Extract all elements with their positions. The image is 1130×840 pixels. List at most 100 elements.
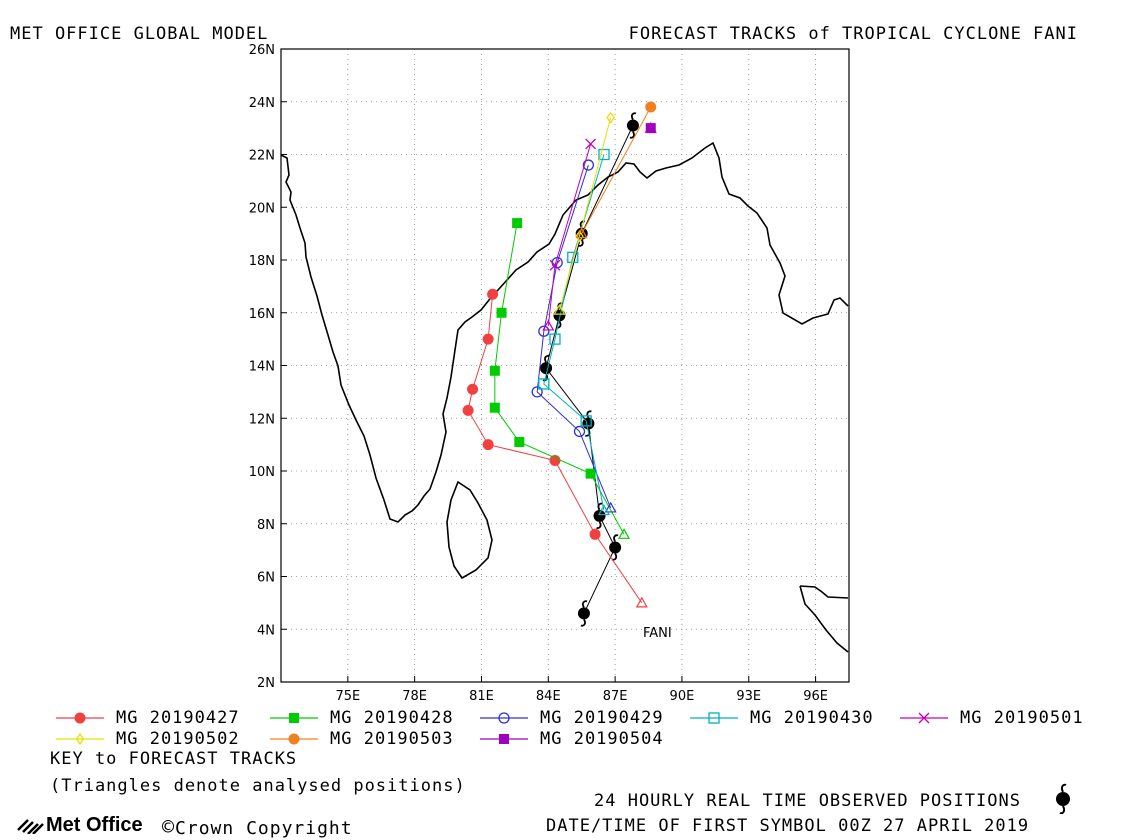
met-office-logo-icon — [17, 819, 44, 835]
forecast-tracks — [462, 101, 657, 608]
legend-swatch — [900, 712, 948, 724]
lon-tick-label: 75E — [335, 689, 360, 704]
header-model-title: MET OFFICE GLOBAL MODEL — [10, 24, 269, 44]
lat-tick-label: 26N — [249, 43, 275, 58]
legend-swatch — [270, 713, 318, 723]
lat-tick-label: 18N — [249, 254, 275, 269]
met-office-logo: Met Office — [16, 814, 143, 837]
observed-cyclone-symbol — [609, 534, 622, 561]
track-point-marker — [585, 468, 596, 479]
lat-tick-label: 24N — [249, 96, 275, 111]
forecast-track — [531, 159, 617, 513]
track-point-marker — [580, 415, 592, 427]
legend-swatch — [690, 712, 738, 724]
analysed-position-triangle — [542, 319, 555, 331]
forecast-track-line — [558, 117, 612, 311]
lat-tick-label: 14N — [249, 360, 275, 375]
header-forecast-title: FORECAST TRACKS of TROPICAL CYCLONE FANI — [628, 24, 1078, 44]
track-point-marker — [289, 713, 299, 723]
observed-cyclone-symbol — [626, 112, 639, 139]
lon-tick-label: 90E — [670, 689, 695, 704]
lat-tick-label: 12N — [249, 412, 275, 427]
track-point-marker — [288, 733, 300, 745]
track-point-marker — [538, 325, 550, 337]
track-point-marker — [499, 734, 509, 744]
legend-label: MG 20190503 — [330, 729, 454, 749]
legend-swatch — [56, 712, 104, 724]
track-point-marker — [598, 148, 610, 161]
coastline-india — [280, 141, 849, 523]
track-point-marker — [589, 528, 601, 540]
track-point-marker — [467, 383, 479, 395]
analysed-position-triangle — [597, 504, 611, 516]
coastline-sumatra-south — [799, 585, 849, 653]
track-point-marker — [645, 101, 657, 113]
track-point-marker — [708, 712, 720, 724]
lon-tick-label: 84E — [536, 689, 561, 704]
legend-swatch — [480, 734, 528, 744]
lon-tick-label: 87E — [603, 689, 628, 704]
observed-cyclone-symbol — [577, 600, 590, 627]
lat-tick-label: 2N — [257, 676, 275, 691]
track-point-marker — [482, 333, 494, 345]
lat-tick-label: 16N — [249, 307, 275, 322]
latitude-labels: 26N 24N 22N 20N 18N 16N 14N 12N 10N 8N 6N 4N 2N — [249, 43, 275, 691]
analysed-position-triangle — [618, 528, 631, 539]
coastline — [280, 141, 849, 653]
track-point-marker — [645, 123, 656, 134]
first-symbol-datetime: DATE/TIME OF FIRST SYMBOL 00Z 27 APRIL 2… — [546, 816, 1030, 836]
track-point-marker — [582, 159, 595, 171]
legend-label: MG 20190427 — [116, 708, 240, 728]
forecast-track — [575, 101, 657, 239]
coastline-sumatra — [799, 585, 849, 599]
track-point-marker — [538, 378, 550, 390]
legend-label: MG 20190501 — [960, 708, 1084, 728]
forecast-track — [644, 121, 657, 134]
forecast-track — [553, 111, 615, 315]
track-point-marker — [573, 425, 586, 438]
copyright-icon: © — [162, 815, 176, 839]
legend-swatch — [56, 732, 104, 746]
track-point-marker — [75, 732, 85, 746]
map-grid — [281, 48, 849, 683]
lat-tick-label: 8N — [257, 518, 275, 533]
copyright-text: Crown Copyright — [175, 818, 353, 839]
forecast-track-line — [467, 294, 643, 604]
analysed-position-triangle — [575, 227, 588, 239]
legend-swatch — [480, 712, 528, 724]
legend-label: MG 20190502 — [116, 729, 240, 749]
forecast-track-line — [581, 106, 652, 234]
storm-name-label: FANI — [643, 626, 672, 641]
lat-tick-label: 4N — [257, 623, 275, 638]
forecast-track — [489, 218, 631, 539]
analysed-position-triangle — [604, 501, 617, 513]
analysed-position-triangle — [553, 303, 566, 315]
analysed-position-triangle — [635, 596, 648, 608]
track-point-marker — [549, 333, 561, 345]
legend-label: MG 20190504 — [540, 729, 664, 749]
legend-label: MG 20190429 — [540, 708, 664, 728]
copyright-notice: ©Crown Copyright — [162, 815, 353, 839]
observed-cyclone-symbol — [553, 302, 566, 329]
legend-key-note: (Triangles denote analysed positions) — [50, 776, 466, 796]
coastline-sri-lanka — [446, 480, 493, 580]
lon-tick-label: 81E — [469, 689, 494, 704]
track-point-marker — [918, 712, 930, 724]
track-point-marker — [585, 138, 597, 150]
track-point-marker — [606, 111, 615, 124]
track-point-marker — [549, 454, 561, 466]
track-point-marker — [462, 404, 474, 416]
longitude-labels: 75E 78E 81E 84E 87E 90E 93E 96E — [335, 689, 828, 704]
track-point-marker — [549, 259, 561, 271]
lon-tick-label: 78E — [402, 689, 427, 704]
track-point-marker — [489, 402, 500, 413]
track-point-marker — [496, 307, 507, 318]
forecast-track-line — [536, 164, 612, 509]
track-point-marker — [74, 712, 86, 724]
observed-cyclone-symbol — [593, 502, 606, 529]
legend-swatch — [270, 733, 318, 745]
observed-track — [540, 112, 639, 627]
map-frame — [280, 48, 850, 683]
forecast-track — [542, 138, 597, 331]
